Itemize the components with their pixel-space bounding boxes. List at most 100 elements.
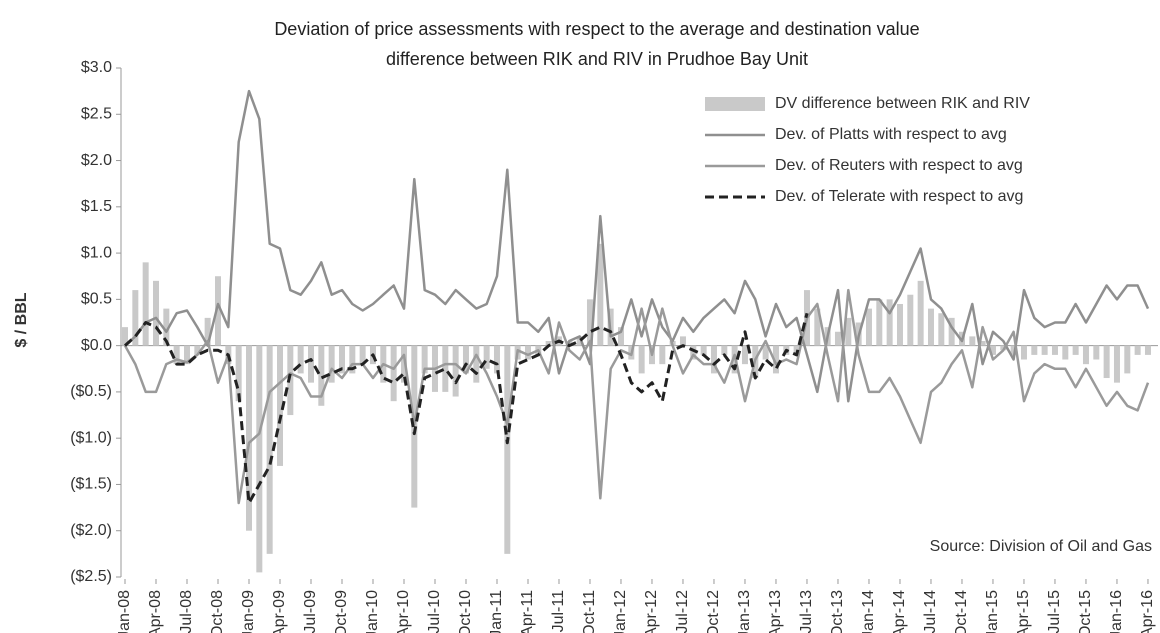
bar: [442, 345, 449, 392]
x-tick-label: Jan-14: [860, 590, 877, 633]
x-tick-label: Oct-14: [953, 590, 970, 633]
bar: [545, 341, 552, 346]
legend-swatch: [705, 97, 765, 111]
x-tick-label: Oct-11: [581, 590, 598, 633]
bar: [1082, 345, 1089, 365]
bar: [597, 243, 604, 346]
bar: [266, 345, 273, 554]
bar: [318, 345, 325, 406]
line-series: [123, 288, 1150, 505]
bar: [1062, 345, 1069, 360]
x-tick-label: Jan-09: [240, 590, 257, 633]
bar: [1124, 345, 1131, 374]
x-tick-label: Jan-13: [736, 590, 753, 633]
bar: [173, 345, 180, 365]
bar: [235, 345, 242, 402]
y-tick-label: $2.0: [81, 152, 112, 169]
bar: [132, 290, 139, 346]
bar: [338, 345, 345, 374]
y-tick-label: ($2.5): [70, 568, 112, 585]
y-tick-label: $1.5: [81, 198, 112, 215]
x-tick-label: Jul-09: [302, 590, 319, 633]
legend-label: Dev. of Platts with respect to avg: [775, 126, 1007, 143]
bar: [1093, 345, 1100, 360]
line-series: [124, 312, 809, 505]
bar: [886, 299, 893, 346]
bar: [659, 345, 666, 365]
bar: [865, 308, 872, 346]
bar: [1134, 345, 1141, 355]
bar: [183, 345, 190, 365]
bar: [297, 345, 304, 374]
bar: [1144, 345, 1151, 355]
y-tick-label: $2.5: [81, 105, 112, 122]
y-tick-label: ($2.0): [70, 522, 112, 539]
bar: [1051, 345, 1058, 355]
bar: [1020, 345, 1027, 360]
bar: [256, 345, 263, 573]
x-tick-label: Jan-12: [612, 590, 629, 633]
bar: [452, 345, 459, 397]
bar: [834, 331, 841, 346]
bar: [989, 345, 996, 355]
y-axis-label: $ / BBL: [13, 292, 30, 347]
bar: [690, 345, 697, 360]
x-tick-label: Jul-13: [798, 590, 815, 633]
bar: [400, 345, 407, 383]
bar: [917, 280, 924, 346]
bar: [772, 345, 779, 374]
y-tick-label: ($1.5): [70, 476, 112, 493]
bar: [493, 345, 500, 374]
x-tick-label: Oct-08: [209, 590, 226, 633]
y-tick-label: ($0.5): [70, 383, 112, 400]
bar: [349, 345, 356, 374]
x-tick-label: Oct-09: [333, 590, 350, 633]
x-tick-label: Apr-16: [1139, 590, 1156, 633]
x-tick-label: Jan-11: [488, 590, 505, 633]
bar: [576, 336, 583, 346]
bar: [122, 327, 128, 346]
bar: [710, 345, 717, 374]
x-tick-label: Apr-12: [643, 590, 660, 633]
x-tick-label: Jul-08: [178, 590, 195, 633]
chart-title: Deviation of price assessments with resp…: [274, 19, 919, 39]
bar: [845, 317, 852, 346]
bar: [586, 299, 593, 346]
y-tick-label: $1.0: [81, 244, 112, 261]
x-tick-label: Apr-09: [271, 590, 288, 633]
x-tick-label: Apr-14: [891, 590, 908, 633]
bar: [638, 345, 645, 374]
legend-label: Dev. of Telerate with respect to avg: [775, 188, 1023, 205]
x-tick-label: Oct-12: [705, 590, 722, 633]
y-tick-label: $0.5: [81, 291, 112, 308]
x-tick-label: Apr-13: [767, 590, 784, 633]
bar: [328, 345, 335, 383]
chart-title: difference between RIK and RIV in Prudho…: [386, 49, 808, 69]
bar: [194, 345, 201, 355]
x-tick-label: Jan-16: [1108, 590, 1125, 633]
x-tick-label: Jul-15: [1046, 590, 1063, 633]
bar: [1113, 345, 1120, 383]
x-tick-label: Oct-10: [457, 590, 474, 633]
bar: [979, 341, 986, 346]
bar: [524, 345, 531, 360]
bar: [204, 317, 211, 346]
bar: [359, 345, 366, 365]
bar: [907, 294, 914, 346]
x-tick-label: Oct-15: [1077, 590, 1094, 633]
bar: [721, 345, 728, 355]
bar: [142, 262, 149, 346]
bar: [152, 280, 159, 346]
bar: [876, 299, 883, 346]
bar: [927, 308, 934, 346]
bar: [307, 345, 314, 383]
bar: [504, 345, 511, 554]
bar: [245, 345, 252, 531]
legend-label: DV difference between RIK and RIV: [775, 95, 1030, 112]
bar: [421, 345, 428, 374]
bar: [462, 345, 469, 374]
bar: [741, 345, 748, 365]
bar: [483, 345, 490, 369]
bar: [617, 327, 624, 346]
